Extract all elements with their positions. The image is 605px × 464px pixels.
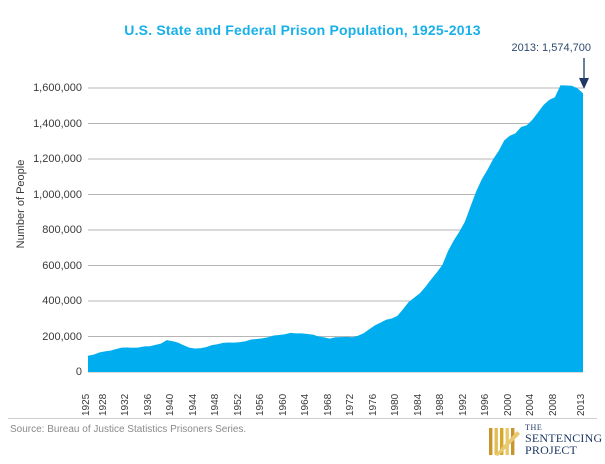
y-tick-label: 1,200,000: [33, 153, 82, 165]
x-tick-label: 2013: [576, 393, 587, 416]
x-tick-label: 1984: [412, 393, 424, 416]
x-tick-label: 1976: [367, 393, 379, 416]
x-axis-tick-labels: 1925 1928 1932 1936 1940 1944 1948 1952 1956 1960…: [0, 376, 605, 416]
x-tick-label: 1948: [210, 393, 222, 416]
x-tick-label: 1952: [232, 393, 244, 416]
annotation-2013-value: 2013: 1,574,700: [511, 42, 591, 54]
logo-line-project: PROJECT: [525, 443, 578, 458]
x-tick-label: 1944: [187, 393, 199, 416]
y-axis-tick-labels: 0 200,000 400,000 600,000 800,000 1,000,000 1,…: [0, 0, 82, 464]
y-tick-label: 400,000: [42, 295, 82, 307]
x-tick-label: 1925: [81, 393, 92, 416]
sentencing-project-logo: THE SENTENCING PROJECT: [487, 423, 602, 460]
prison-bars-icon: [489, 428, 520, 456]
footer-divider: [8, 418, 597, 419]
annotation-arrow-icon: [579, 58, 589, 89]
area-series-prison-population: [88, 85, 583, 372]
x-tick-label: 1964: [300, 393, 312, 416]
y-tick-label: 1,000,000: [33, 188, 82, 201]
x-tick-label: 1960: [277, 393, 289, 416]
x-tick-label: 2008: [547, 393, 559, 416]
y-tick-label: 1,400,000: [33, 117, 82, 130]
y-tick-label: 1,600,000: [33, 82, 82, 94]
x-tick-label: 1980: [390, 393, 402, 416]
x-tick-label: 1932: [120, 393, 132, 416]
x-tick-label: 1940: [165, 393, 177, 416]
x-tick-label: 1968: [322, 393, 334, 416]
x-tick-label: 1988: [435, 393, 447, 416]
y-tick-label: 200,000: [42, 330, 82, 343]
logo-line-the: THE: [525, 423, 543, 432]
x-tick-label: 2000: [502, 393, 514, 416]
logo-wordmark: THE SENTENCING PROJECT: [525, 423, 603, 458]
y-tick-label: 600,000: [42, 259, 82, 272]
x-tick-label: 1996: [480, 393, 492, 416]
x-tick-label: 1936: [142, 393, 154, 416]
x-tick-label: 2004: [525, 393, 537, 416]
x-tick-label: 1956: [255, 393, 267, 416]
x-tick-label: 1928: [97, 393, 109, 416]
logo-line-sentencing: SENTENCING: [525, 431, 603, 446]
chart-title: U.S. State and Federal Prison Population…: [124, 22, 481, 38]
source-note: Source: Bureau of Justice Statistics Pri…: [10, 424, 247, 435]
y-tick-label: 0: [75, 366, 82, 378]
y-tick-label: 800,000: [42, 224, 82, 236]
x-tick-label: 1992: [457, 393, 469, 416]
x-tick-label: 1972: [345, 393, 357, 416]
